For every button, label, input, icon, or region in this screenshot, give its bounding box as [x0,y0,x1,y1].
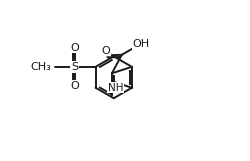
Text: O: O [70,43,79,53]
Text: O: O [102,46,110,56]
Text: O: O [70,81,79,91]
Text: S: S [71,62,78,72]
Text: CH₃: CH₃ [31,62,52,72]
Text: NH: NH [108,83,124,93]
Text: OH: OH [132,39,150,49]
